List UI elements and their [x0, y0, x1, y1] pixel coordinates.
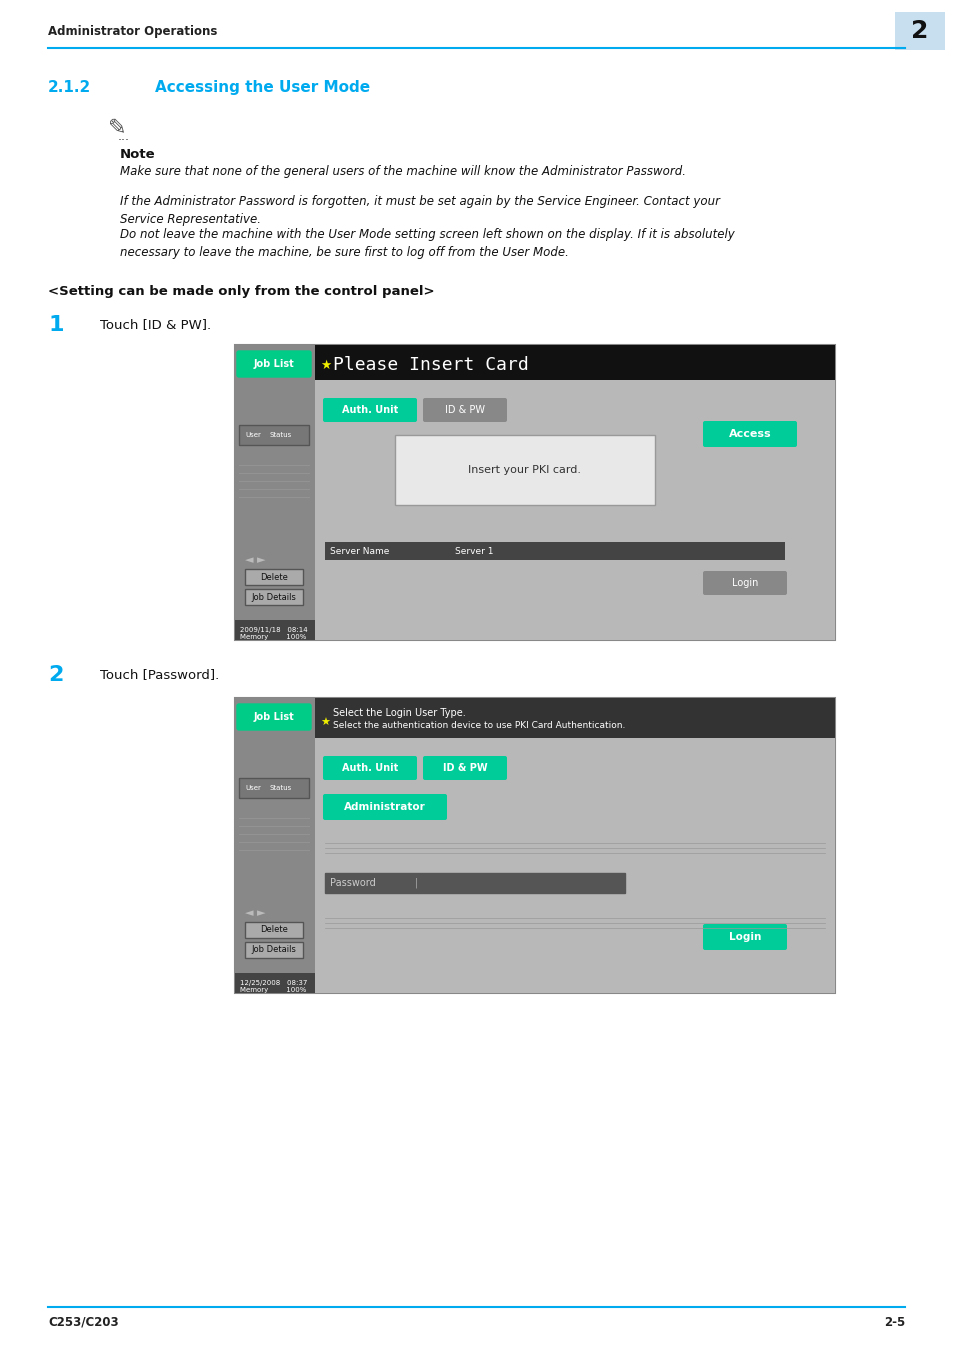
Text: Server 1: Server 1 [455, 547, 493, 555]
Text: ID & PW: ID & PW [444, 405, 484, 414]
Text: Login: Login [731, 578, 758, 589]
Text: C253/C203: C253/C203 [48, 1315, 118, 1328]
Text: User: User [245, 784, 260, 791]
FancyBboxPatch shape [236, 703, 311, 730]
Text: Access: Access [728, 429, 771, 439]
Bar [245, 922, 303, 938]
FancyBboxPatch shape [422, 756, 506, 780]
Bar [239, 778, 309, 798]
Bar [314, 738, 834, 994]
Bar [314, 698, 834, 738]
Text: ◄ ►: ◄ ► [245, 909, 265, 918]
Text: ◄ ►: ◄ ► [245, 555, 265, 566]
Text: 1: 1 [48, 315, 64, 335]
Bar [239, 425, 309, 446]
Text: 2.1.2: 2.1.2 [48, 80, 91, 94]
Text: Server Name: Server Name [330, 547, 389, 555]
Text: 2-5: 2-5 [882, 1315, 904, 1328]
Text: Status: Status [270, 432, 292, 437]
Text: Delete: Delete [260, 926, 288, 934]
Text: Select the Login User Type.: Select the Login User Type. [333, 707, 465, 718]
Bar [245, 942, 303, 958]
Text: 2: 2 [910, 19, 927, 43]
Text: Auth. Unit: Auth. Unit [341, 405, 397, 414]
Text: Auth. Unit: Auth. Unit [341, 763, 397, 774]
Text: ✎: ✎ [108, 117, 127, 138]
Text: <Setting can be made only from the control panel>: <Setting can be made only from the contr… [48, 285, 435, 298]
Text: Touch [Password].: Touch [Password]. [100, 668, 219, 680]
Bar [234, 698, 834, 994]
Text: Administrator: Administrator [344, 802, 425, 811]
Bar [234, 346, 314, 640]
Text: Accessing the User Mode: Accessing the User Mode [154, 80, 370, 94]
Text: If the Administrator Password is forgotten, it must be set again by the Service : If the Administrator Password is forgott… [120, 194, 720, 225]
Text: Make sure that none of the general users of the machine will know the Administra: Make sure that none of the general users… [120, 165, 685, 178]
Text: Note: Note [120, 148, 155, 161]
Bar [314, 379, 834, 640]
Text: Please Insert Card: Please Insert Card [333, 356, 528, 374]
Text: Job List: Job List [253, 359, 294, 369]
Text: |: | [415, 878, 417, 888]
FancyBboxPatch shape [422, 398, 506, 423]
Bar [325, 541, 784, 560]
Bar [314, 346, 834, 379]
Bar [234, 698, 314, 994]
Bar [325, 873, 624, 892]
Text: Administrator Operations: Administrator Operations [48, 26, 217, 39]
Bar [245, 568, 303, 585]
FancyBboxPatch shape [894, 12, 944, 50]
Text: ID & PW: ID & PW [442, 763, 487, 774]
Text: ★: ★ [319, 718, 330, 728]
FancyBboxPatch shape [323, 398, 416, 423]
Text: 12/25/2008   08:37: 12/25/2008 08:37 [240, 980, 307, 986]
FancyBboxPatch shape [702, 923, 786, 950]
Text: Memory        100%: Memory 100% [240, 987, 306, 994]
Bar [234, 346, 834, 640]
FancyBboxPatch shape [702, 571, 786, 595]
Text: Job Details: Job Details [252, 945, 296, 954]
Text: User: User [245, 432, 260, 437]
FancyBboxPatch shape [323, 756, 416, 780]
Bar [234, 620, 834, 640]
Text: Login: Login [728, 931, 760, 942]
Text: Password: Password [330, 878, 375, 888]
Text: Job Details: Job Details [252, 593, 296, 602]
Text: 2009/11/18   08:14: 2009/11/18 08:14 [240, 626, 307, 633]
Text: Job List: Job List [253, 711, 294, 722]
Text: Do not leave the machine with the User Mode setting screen left shown on the dis: Do not leave the machine with the User M… [120, 228, 734, 259]
Text: Touch [ID & PW].: Touch [ID & PW]. [100, 319, 211, 331]
Text: Insert your PKI card.: Insert your PKI card. [468, 464, 581, 475]
Text: Select the authentication device to use PKI Card Authentication.: Select the authentication device to use … [333, 721, 625, 730]
Text: Memory        100%: Memory 100% [240, 634, 306, 640]
FancyBboxPatch shape [323, 794, 447, 819]
Bar [395, 435, 655, 505]
Text: Status: Status [270, 784, 292, 791]
Bar [245, 589, 303, 605]
Text: 2: 2 [48, 666, 63, 684]
FancyBboxPatch shape [702, 421, 796, 447]
Text: Delete: Delete [260, 572, 288, 582]
Text: ★: ★ [319, 359, 331, 371]
FancyBboxPatch shape [236, 351, 311, 377]
Text: ...: ... [118, 130, 130, 143]
Bar [234, 973, 834, 994]
